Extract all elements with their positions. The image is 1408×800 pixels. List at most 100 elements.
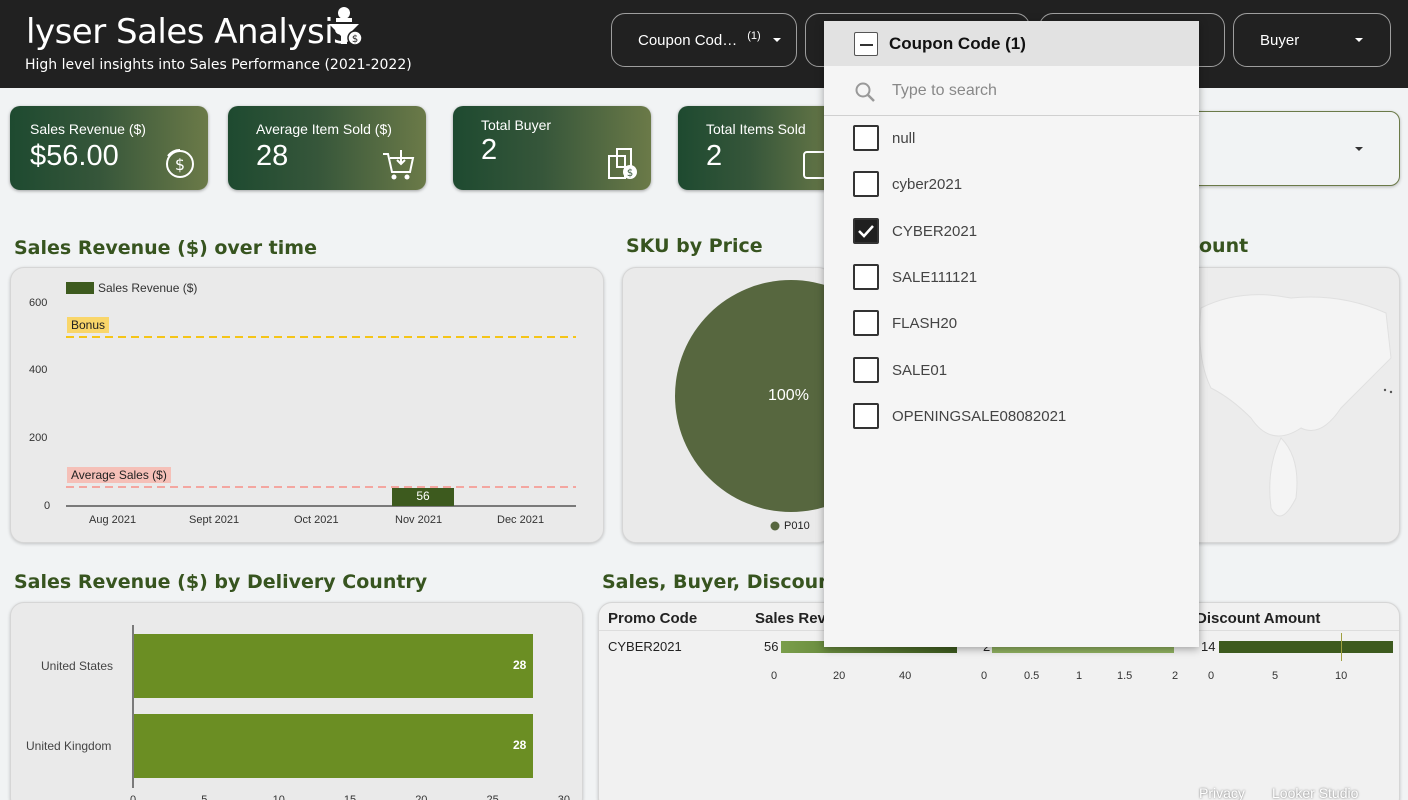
kpi-value: 2 — [706, 140, 723, 172]
checkbox[interactable] — [853, 356, 879, 383]
select-all-toggle[interactable] — [854, 32, 878, 56]
sku-pie-chart — [675, 280, 831, 531]
country-bar-chart — [132, 625, 533, 788]
kpi-label: Sales Revenue ($) — [30, 121, 146, 137]
bar-data-label: 28 — [513, 658, 527, 672]
checkbox[interactable] — [853, 402, 879, 429]
dropdown-option[interactable]: null — [824, 116, 1199, 162]
x-tick: 20 — [415, 794, 428, 800]
axis-tick: 20 — [833, 670, 846, 682]
x-tick: Dec 2021 — [497, 514, 545, 526]
checkbox-checked[interactable] — [853, 217, 879, 244]
legend-dot — [770, 521, 780, 531]
dropdown-option[interactable]: SALE01 — [824, 348, 1199, 394]
x-tick: 15 — [343, 794, 357, 800]
looker-studio-link[interactable]: Looker Studio — [1272, 785, 1359, 800]
kpi-sales-revenue: Sales Revenue ($) $56.00 $ — [10, 106, 208, 190]
country-label: United Kingdom — [26, 739, 112, 753]
cart-icon — [383, 150, 415, 180]
chevron-down-icon — [1355, 147, 1363, 151]
axis-tick: 0 — [771, 670, 778, 682]
sku-by-price-title: SKU by Price — [626, 235, 763, 257]
map-section-title: ount — [1199, 235, 1249, 257]
checkbox[interactable] — [853, 263, 879, 290]
axis-tick: 5 — [1272, 670, 1279, 682]
bar-united-states — [134, 634, 533, 698]
coupon-code-filter-count: (1) — [747, 30, 761, 42]
svg-text:$: $ — [627, 168, 633, 179]
svg-text:$: $ — [352, 34, 358, 45]
axis-tick: 0.5 — [1024, 670, 1040, 682]
bar-data-label: 56 — [416, 489, 430, 503]
revenue-over-time-chart — [66, 336, 576, 507]
bar-nov-2021 — [392, 488, 454, 506]
kpi-value: 2 — [481, 134, 498, 166]
x-tick: Aug 2021 — [89, 514, 137, 526]
pie-slice-p010 — [675, 280, 831, 512]
x-tick: 0 — [130, 794, 137, 800]
table-cell-sales: 56 — [764, 639, 779, 654]
dropdown-option-label: FLASH20 — [892, 315, 958, 333]
checkbox[interactable] — [853, 310, 879, 337]
dropdown-option[interactable]: FLASH20 — [824, 301, 1199, 347]
kpi-label: Average Item Sold ($) — [256, 121, 392, 137]
dropdown-search[interactable]: Type to search — [824, 66, 1199, 116]
axis-tick: 0 — [981, 670, 988, 682]
y-tick: 0 — [44, 500, 51, 512]
x-tick: 25 — [486, 794, 499, 800]
sales-buyer-discount-title: Sales, Buyer, Discount B — [602, 571, 862, 593]
kpi-label: Total Items Sold — [706, 121, 806, 137]
dropdown-option[interactable]: cyber2021 — [824, 162, 1199, 208]
dropdown-option[interactable]: SALE111121 — [824, 255, 1199, 301]
privacy-link[interactable]: Privacy — [1199, 785, 1245, 800]
dropdown-option[interactable]: CYBER2021 — [824, 209, 1199, 255]
kpi-total-items-sold: Total Items Sold 2 — [678, 106, 838, 190]
bar-data-label: 28 — [513, 738, 527, 752]
y-tick: 400 — [29, 364, 48, 376]
x-tick: Nov 2021 — [395, 514, 443, 526]
report-title: lyser Sales Analysis — [26, 12, 351, 52]
checkmark-icon — [858, 224, 874, 238]
sku-by-price-card: 100% P010 — [622, 267, 832, 543]
axis-tick: 40 — [899, 670, 912, 682]
table-header-promo-code: Promo Code — [608, 610, 698, 627]
checkbox[interactable] — [853, 171, 879, 198]
discount-bar — [1219, 641, 1393, 653]
checkbox[interactable] — [853, 125, 879, 151]
revenue-over-time-title: Sales Revenue ($) over time — [14, 237, 317, 259]
world-map — [1199, 294, 1393, 517]
funnel-dollar-icon: $ — [329, 7, 363, 46]
legend-swatch — [66, 282, 94, 294]
dropdown-option-label: cyber2021 — [892, 176, 963, 194]
buyer-filter-label: Buyer — [1260, 31, 1300, 49]
dropdown-title: Coupon Code (1) — [889, 34, 1026, 53]
coupon-code-filter[interactable]: Coupon Cod… (1) — [611, 13, 797, 67]
x-tick: 30 — [557, 794, 571, 800]
dropdown-option-label: CYBER2021 — [892, 222, 978, 240]
pie-value-label: 100% — [768, 387, 809, 404]
table-header-discount-amount: Discount Amount — [1196, 610, 1321, 627]
coupon-code-filter-label: Coupon Cod… — [638, 31, 738, 49]
chevron-down-icon — [772, 38, 781, 42]
svg-text:$: $ — [175, 155, 185, 174]
country-label: United States — [41, 659, 114, 673]
dropdown-option-label: SALE01 — [892, 361, 948, 379]
bar-united-kingdom — [134, 714, 533, 778]
axis-tick: 2 — [1172, 670, 1179, 682]
dollar-refresh-icon: $ — [166, 149, 194, 178]
axis-tick: 10 — [1335, 670, 1348, 682]
pie-legend-label: P010 — [784, 520, 810, 532]
revenue-over-time-card: Sales Revenue ($) Bonus Average Sales ($… — [10, 267, 604, 543]
receipt-coins-icon: $ — [608, 148, 637, 179]
kpi-total-buyer: Total Buyer 2 $ — [453, 106, 651, 190]
search-input[interactable]: Type to search — [892, 82, 997, 99]
x-tick: 10 — [272, 794, 285, 800]
dropdown-option[interactable]: OPENINGSALE08082021 — [824, 394, 1199, 440]
buyer-filter[interactable]: Buyer — [1233, 13, 1391, 67]
search-icon — [855, 82, 875, 102]
revenue-by-country-title: Sales Revenue ($) by Delivery Country — [14, 571, 428, 593]
dropdown-option-label: OPENINGSALE08082021 — [892, 407, 1067, 425]
axis-tick: 0 — [1208, 670, 1215, 682]
table-header-sales-revenue: Sales Reve — [755, 610, 835, 627]
dropdown-option-label: SALE111121 — [892, 268, 978, 286]
